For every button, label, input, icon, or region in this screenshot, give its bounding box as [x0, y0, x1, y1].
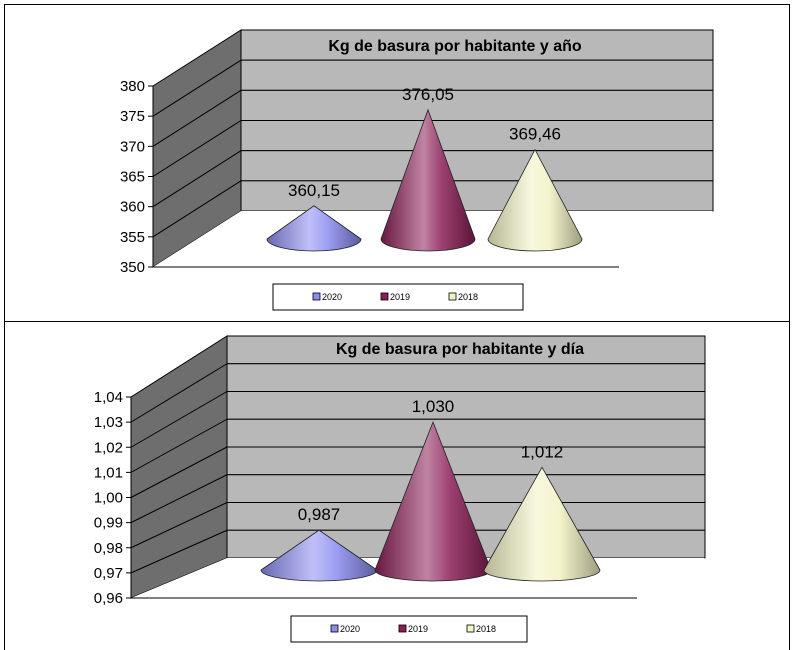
data-label: 1,012 — [521, 442, 564, 461]
cone-2019 — [380, 108, 476, 252]
back-wall-band — [240, 120, 714, 152]
gridline — [152, 59, 242, 117]
y-tick-label: 1,01 — [94, 464, 123, 481]
legend-label: 2018 — [476, 624, 496, 634]
gridline — [130, 363, 228, 423]
cone-chart-year: 350 355 360 365 370 375 380 Kg de basura por ha… — [120, 29, 714, 311]
y-tick-label: 365 — [120, 169, 145, 186]
y-tick-label: 1,03 — [94, 414, 123, 431]
chart-panel-year: 350 355 360 365 370 375 380 Kg de basura por ha… — [4, 4, 790, 322]
legend-swatch — [448, 292, 457, 301]
data-label: 360,15 — [288, 181, 340, 200]
back-wall-band — [226, 335, 706, 365]
gridline — [130, 446, 228, 498]
gridline — [152, 89, 242, 147]
cone-2020 — [260, 529, 378, 582]
back-wall-band — [240, 29, 714, 61]
legend-box — [290, 615, 528, 643]
back-wall-band — [226, 418, 706, 448]
legend-label: 2020 — [340, 624, 360, 634]
chart-title: Kg de basura por habitante y año — [328, 38, 582, 55]
y-tick-label: 0,98 — [94, 540, 123, 557]
gridline — [152, 180, 242, 238]
data-label: 1,030 — [412, 397, 455, 416]
y-tick-label: 0,96 — [94, 590, 123, 607]
cone-2018 — [483, 466, 601, 582]
cone-2018 — [487, 148, 583, 252]
side-wall — [130, 335, 228, 599]
data-label: 376,05 — [402, 85, 454, 104]
data-label: 0,987 — [298, 505, 341, 524]
y-tick-label: 1,00 — [94, 490, 123, 507]
back-wall-band — [226, 391, 706, 420]
gridline — [130, 474, 228, 524]
gridline — [152, 150, 242, 208]
back-wall-band — [240, 59, 714, 91]
gridline — [152, 120, 242, 177]
y-tick-label: 0,97 — [94, 565, 123, 582]
back-wall-band — [240, 180, 714, 212]
back-wall-band — [240, 150, 714, 182]
legend-swatch — [380, 292, 389, 301]
cone-chart-day: 0,96 0,97 0,98 0,99 1,00 1,01 1,02 1,03 1,04 Kg d… — [94, 335, 706, 643]
y-tick-label: 375 — [120, 108, 145, 125]
gridline — [130, 502, 228, 549]
legend-swatch — [398, 624, 407, 633]
chart-panel-day: 0,96 0,97 0,98 0,99 1,00 1,01 1,02 1,03 1,04 Kg d… — [4, 322, 790, 650]
legend-label: 2019 — [408, 624, 428, 634]
data-label: 369,46 — [509, 125, 561, 144]
gridline — [130, 529, 228, 574]
y-tick-label: 355 — [120, 229, 145, 246]
legend-label: 2020 — [322, 292, 342, 302]
gridline — [130, 391, 228, 448]
back-wall-band — [226, 474, 706, 503]
gridline — [130, 418, 228, 473]
legend-swatch — [466, 624, 475, 633]
back-wall-band — [240, 89, 714, 122]
y-tick-label: 1,04 — [94, 389, 123, 406]
legend-swatch — [330, 624, 339, 633]
y-tick-label: 380 — [120, 78, 145, 95]
y-tick-label: 350 — [120, 259, 145, 276]
y-tick-label: 1,02 — [94, 439, 123, 456]
chart-title: Kg de basura por habitante y día — [336, 341, 584, 358]
y-tick-label: 0,99 — [94, 515, 123, 532]
back-wall-band — [226, 446, 706, 476]
back-wall-band — [226, 363, 706, 392]
legend-swatch — [312, 292, 321, 301]
cone-2020 — [266, 205, 362, 252]
y-tick-label: 370 — [120, 138, 145, 155]
legend-label: 2018 — [458, 292, 478, 302]
legend-label: 2019 — [390, 292, 410, 302]
y-tick-label: 360 — [120, 199, 145, 216]
